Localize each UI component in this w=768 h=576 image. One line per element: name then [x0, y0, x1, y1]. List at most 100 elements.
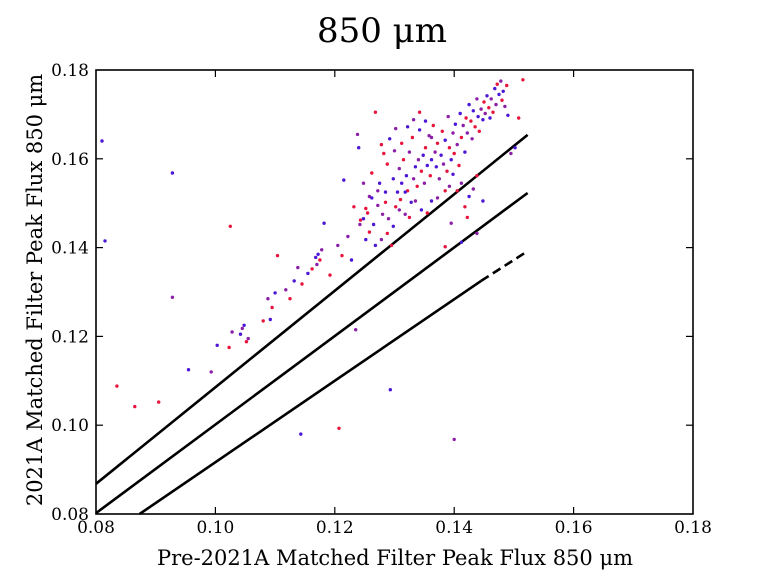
data-point [485, 94, 489, 98]
data-point [349, 258, 354, 262]
data-point [497, 92, 501, 97]
data-point [427, 134, 431, 138]
data-point [501, 89, 505, 94]
reference-line-upper [95, 133, 529, 485]
x-axis-label: Pre-2021A Matched Filter Peak Flux 850 μ… [157, 546, 633, 570]
data-point [475, 174, 479, 178]
data-point [455, 189, 459, 193]
data-point [449, 221, 453, 225]
data-point [421, 153, 425, 157]
reference-line-lower [138, 279, 482, 516]
data-point [435, 141, 440, 145]
data-point [459, 181, 464, 185]
data-point [379, 142, 384, 147]
data-point [376, 203, 380, 208]
data-point [382, 151, 386, 156]
data-point [397, 208, 401, 212]
data-point [228, 224, 232, 228]
data-point [471, 187, 475, 191]
data-point [447, 146, 452, 150]
data-point [358, 222, 362, 227]
x-tick-label: 0.08 [77, 518, 115, 538]
data-point [365, 211, 370, 215]
data-point [489, 97, 493, 101]
data-point [494, 102, 498, 107]
reference-lines [95, 133, 529, 516]
data-point [398, 197, 403, 202]
data-point [391, 224, 395, 228]
data-point [475, 231, 479, 236]
data-point [475, 97, 479, 101]
data-point [385, 162, 389, 166]
data-point [404, 174, 409, 178]
data-point [455, 142, 459, 147]
data-point [499, 79, 503, 83]
chart-title: 850 μm [317, 11, 447, 51]
data-point [310, 267, 314, 271]
data-point [434, 165, 438, 169]
data-point [100, 139, 104, 143]
data-point [441, 162, 446, 166]
data-point [451, 172, 455, 176]
x-tick-label: 0.18 [674, 518, 712, 538]
y-tick-label: 0.18 [51, 61, 89, 81]
data-point [429, 158, 434, 162]
data-point [266, 297, 270, 301]
data-point [425, 211, 429, 215]
data-point [395, 190, 400, 194]
data-point [482, 100, 486, 104]
data-point [318, 258, 322, 262]
data-point [240, 326, 244, 331]
data-point [367, 230, 372, 234]
data-point [292, 279, 296, 283]
data-point [361, 181, 366, 185]
data-point [407, 150, 412, 154]
data-point [425, 163, 429, 168]
data-point [429, 199, 434, 203]
data-point [464, 116, 468, 120]
data-point [392, 149, 397, 153]
reference-line-lower-extension [480, 250, 529, 282]
data-point [449, 158, 453, 162]
data-point [346, 234, 350, 239]
data-point [447, 184, 452, 188]
data-point [417, 110, 422, 114]
data-point [419, 208, 424, 212]
data-point [500, 98, 504, 102]
data-point [186, 368, 191, 372]
data-point [361, 217, 366, 221]
data-point [364, 206, 368, 211]
plot-frame [95, 69, 694, 515]
data-point [435, 196, 440, 200]
x-tick-label: 0.16 [555, 518, 593, 538]
reference-line-middle [95, 191, 529, 515]
data-point [270, 305, 274, 310]
data-point [380, 212, 385, 216]
data-point [443, 189, 447, 193]
data-point [415, 184, 419, 188]
data-point [471, 109, 475, 113]
data-point [261, 319, 265, 323]
data-point [242, 323, 246, 327]
data-point [483, 111, 487, 116]
y-tick-label: 0.16 [51, 150, 89, 170]
data-point [457, 163, 461, 168]
data-point [371, 222, 376, 227]
data-point [320, 248, 324, 252]
data-point [288, 297, 292, 301]
data-point [452, 437, 456, 442]
data-point [383, 190, 388, 194]
y-tick-label: 0.10 [51, 416, 89, 436]
data-point [215, 343, 219, 347]
data-point [409, 200, 413, 204]
data-point [439, 153, 443, 157]
data-point [394, 205, 398, 209]
data-point [459, 135, 464, 140]
data-point [469, 119, 473, 123]
data-point [487, 106, 491, 110]
data-point [403, 212, 407, 216]
data-point [451, 131, 455, 135]
data-point [370, 196, 374, 200]
data-point [133, 404, 137, 409]
data-point [403, 190, 407, 194]
